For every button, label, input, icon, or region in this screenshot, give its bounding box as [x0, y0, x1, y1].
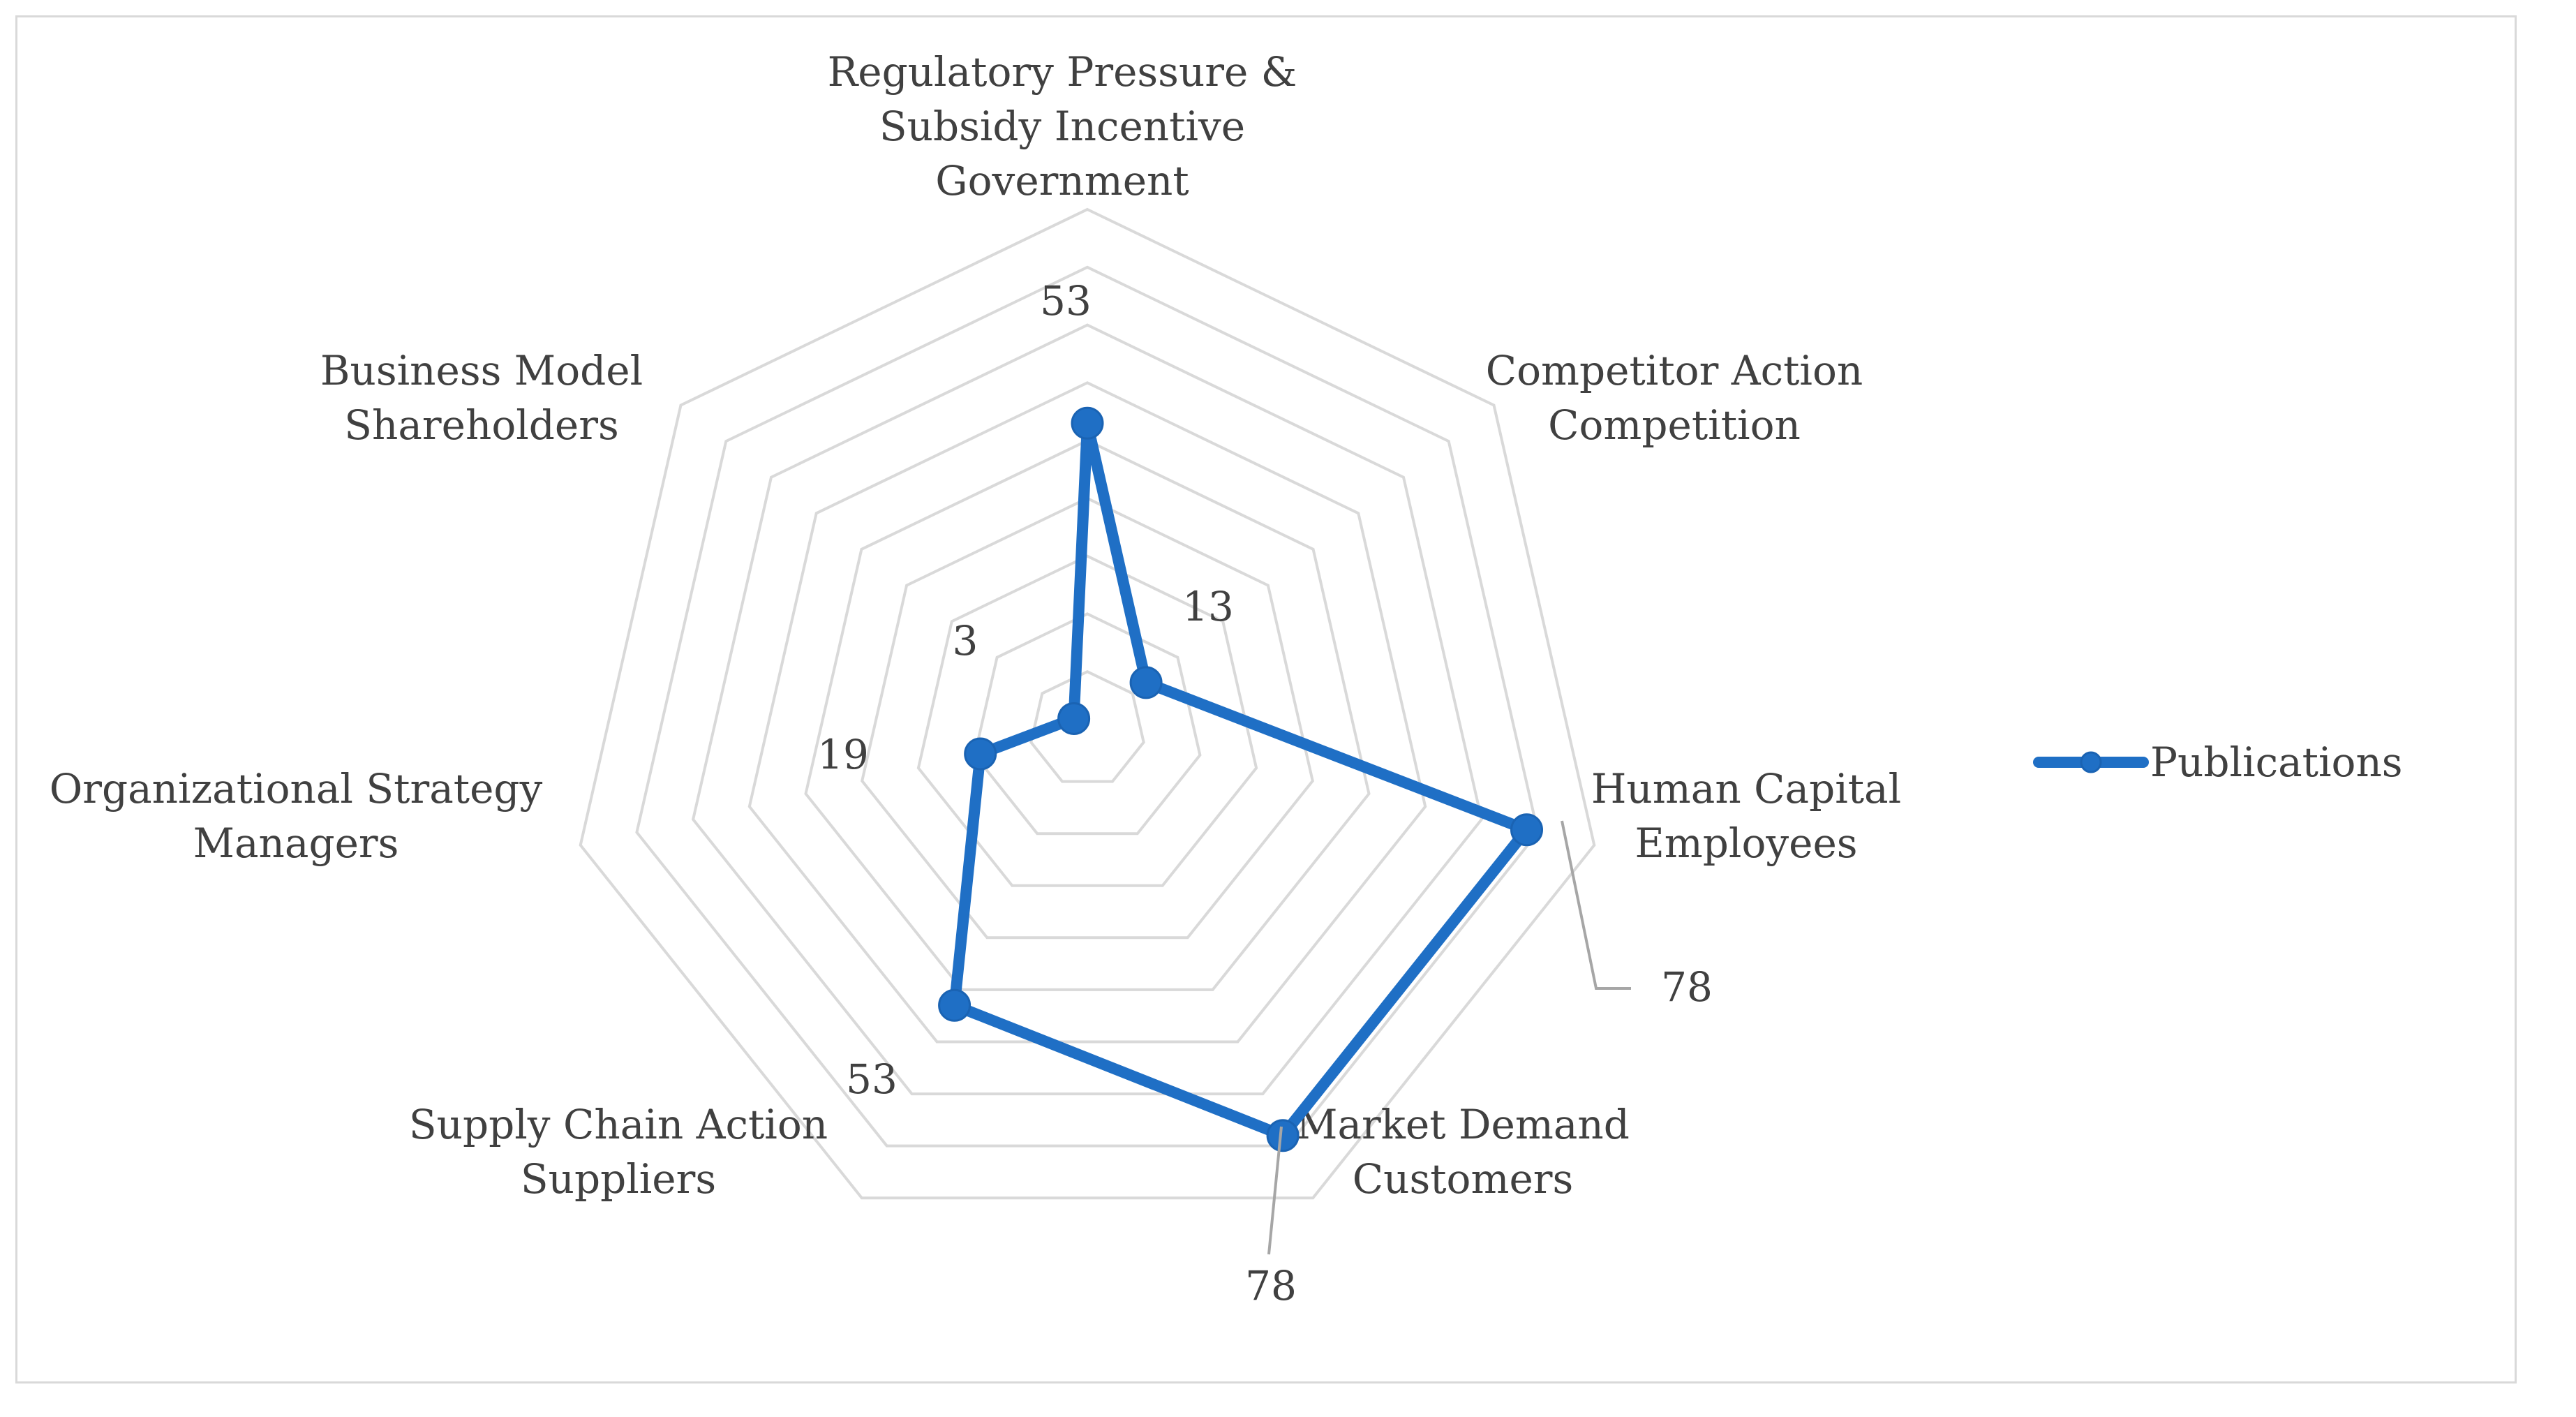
axis-label-2-line-0: Human Capital — [1591, 765, 1901, 813]
axis-label-6-line-0: Business Model — [320, 347, 643, 394]
axis-label-0-line-2: Government — [935, 157, 1189, 205]
series-publications — [938, 406, 1543, 1152]
axis-label-1-line-1: Competition — [1548, 401, 1801, 449]
data-point-0-3 — [1266, 1119, 1300, 1152]
leader-line-2 — [1561, 820, 1631, 990]
data-label-2: 78 — [1661, 963, 1713, 1011]
grid-ring-2 — [973, 612, 1202, 836]
data-point-0-4 — [938, 988, 971, 1022]
data-label-6: 3 — [953, 617, 978, 665]
data-point-0-6 — [1057, 702, 1091, 735]
grid-ring-9 — [579, 207, 1596, 1200]
axis-label-4-line-0: Supply Chain Action — [409, 1101, 828, 1148]
axis-label-2-line-1: Employees — [1635, 819, 1857, 867]
data-label-4: 53 — [846, 1055, 898, 1103]
axis-label-3-line-0: Market Demand — [1296, 1101, 1630, 1148]
legend-marker-publications — [2080, 751, 2102, 773]
axis-label-3: Market Demand Customers — [1296, 1101, 1630, 1203]
axis-label-5-line-1: Managers — [193, 819, 399, 867]
axis-labels: Regulatory Pressure & Subsidy Incentive Go… — [50, 48, 1901, 1203]
grid-ring-8 — [635, 265, 1540, 1148]
legend-label-publications: Publications — [2150, 739, 2403, 786]
axis-label-4: Supply Chain Action Suppliers — [409, 1101, 828, 1203]
legend: Publications — [2033, 739, 2403, 786]
data-point-0-0 — [1071, 406, 1104, 440]
data-point-0-5 — [964, 737, 997, 771]
data-point-0-2 — [1510, 813, 1543, 847]
series-line-0 — [948, 417, 1533, 1141]
grid-ring-4 — [861, 496, 1314, 940]
axis-label-4-line-1: Suppliers — [521, 1155, 716, 1203]
axis-label-0-line-0: Regulatory Pressure & — [828, 48, 1297, 96]
data-label-0: 53 — [1040, 277, 1092, 325]
grid-ring-6 — [747, 381, 1427, 1044]
grid-ring-5 — [804, 438, 1371, 991]
grid-ring-1 — [1029, 669, 1145, 783]
data-label-5: 19 — [817, 731, 869, 778]
data-label-1: 13 — [1182, 583, 1234, 630]
axis-label-1: Competitor Action Competition — [1486, 347, 1863, 449]
axis-label-0: Regulatory Pressure & Subsidy Incentive Go… — [828, 48, 1297, 205]
radar-grid — [579, 207, 1596, 1200]
axis-label-6-line-1: Shareholders — [344, 401, 618, 449]
axis-label-5-line-0: Organizational Strategy — [50, 765, 543, 813]
data-labels: 53 13 78 78 53 19 3 — [817, 277, 1713, 1310]
grid-ring-3 — [916, 554, 1258, 887]
chart-frame — [15, 15, 2517, 1383]
data-label-3: 78 — [1245, 1262, 1297, 1310]
axis-label-2: Human Capital Employees — [1591, 765, 1901, 867]
grid-ring-7 — [691, 323, 1484, 1096]
axis-label-1-line-0: Competitor Action — [1486, 347, 1863, 394]
axis-label-6: Business Model Shareholders — [320, 347, 643, 449]
axis-label-5: Organizational Strategy Managers — [50, 765, 543, 867]
axis-label-0-line-1: Subsidy Incentive — [879, 103, 1245, 150]
data-point-0-1 — [1129, 666, 1163, 699]
axis-label-3-line-1: Customers — [1353, 1155, 1574, 1203]
leader-line-3 — [1267, 1126, 1283, 1255]
